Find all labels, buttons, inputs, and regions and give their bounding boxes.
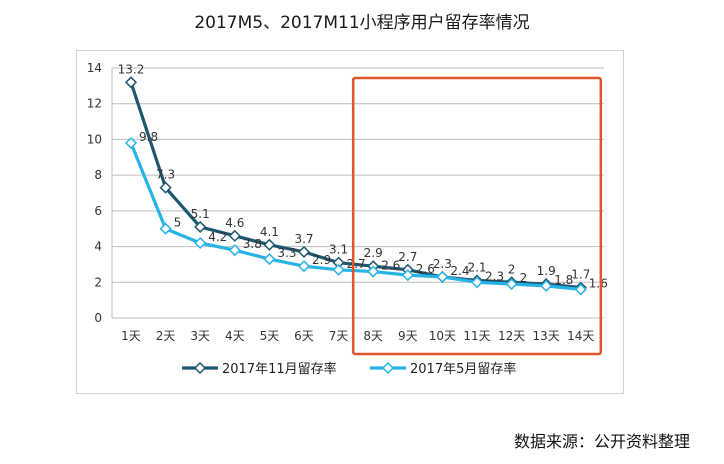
data-label: 1.9 (537, 264, 556, 278)
y-tick-label: 10 (87, 132, 102, 146)
data-point (401, 269, 414, 282)
x-tick-label: 14天 (567, 329, 594, 343)
y-tick-label: 14 (87, 61, 102, 75)
data-point (159, 222, 172, 235)
data-label: 3.3 (277, 246, 296, 260)
y-tick-label: 12 (87, 97, 102, 111)
data-point (228, 244, 241, 257)
data-point (505, 278, 518, 291)
data-label: 4.6 (225, 216, 244, 230)
x-tick-label: 7天 (329, 329, 349, 343)
data-point (228, 229, 241, 242)
data-point (263, 253, 276, 266)
x-tick-label: 8天 (363, 329, 383, 343)
data-point (297, 260, 311, 273)
x-tick-label: 10天 (429, 329, 456, 343)
data-label: 2.3 (485, 269, 504, 283)
data-point (124, 76, 138, 89)
data-label: 5 (174, 216, 182, 230)
data-label: 4.1 (260, 225, 279, 239)
x-tick-label: 2天 (156, 329, 176, 343)
data-point (194, 220, 207, 233)
data-label: 13.2 (118, 62, 145, 76)
data-point (159, 181, 172, 194)
data-label: 7.3 (156, 168, 175, 182)
data-point (194, 236, 207, 250)
x-tick-label: 6天 (294, 329, 314, 343)
data-label: 1.8 (554, 273, 573, 287)
data-point (540, 279, 553, 292)
x-tick-label: 4天 (225, 329, 245, 343)
data-label: 2.4 (450, 264, 469, 278)
data-label: 2.6 (416, 262, 435, 276)
data-label: 2.7 (398, 250, 417, 264)
data-point (574, 283, 587, 296)
plot-frame (76, 50, 624, 394)
x-tick-label: 5天 (260, 329, 280, 343)
data-label: 3.1 (329, 243, 348, 257)
data-label: 9.8 (139, 130, 158, 144)
x-tick-label: 3天 (190, 329, 210, 343)
y-tick-label: 0 (94, 311, 102, 325)
series-line-0 (129, 81, 581, 290)
data-point (332, 263, 345, 276)
y-tick-label: 8 (94, 168, 102, 182)
legend-label: 2017年5月留存率 (410, 361, 516, 377)
data-point (470, 276, 484, 289)
chart-title: 2017M5、2017M11小程序用户留存率情况 (194, 13, 530, 33)
data-label: 2.7 (347, 257, 366, 271)
data-point (124, 136, 138, 150)
x-tick-label: 12天 (498, 329, 525, 343)
y-tick-label: 4 (94, 240, 102, 254)
data-label: 3.8 (243, 237, 262, 251)
data-label: 5.1 (191, 207, 210, 221)
data-label: 1.7 (571, 268, 590, 282)
data-label: 2 (508, 262, 516, 276)
data-point (297, 245, 311, 258)
data-point (367, 265, 380, 278)
data-point (263, 238, 276, 251)
data-label: 4.2 (208, 230, 227, 244)
data-label: 2.9 (312, 253, 331, 267)
data-label: 2.1 (467, 261, 486, 275)
y-tick-label: 6 (94, 204, 102, 218)
data-label: 2.3 (433, 257, 452, 271)
data-point (436, 270, 449, 283)
data-label: 1.6 (589, 276, 608, 290)
y-tick-label: 2 (94, 275, 102, 289)
data-label: 2.9 (364, 246, 383, 260)
legend-label: 2017年11月留存率 (222, 361, 337, 377)
legend-marker (193, 361, 207, 375)
data-label: 3.7 (294, 232, 313, 246)
x-tick-label: 9天 (398, 329, 418, 343)
data-label: 2.6 (381, 259, 400, 273)
legend-marker (381, 361, 395, 375)
x-tick-label: 11天 (463, 329, 490, 343)
source-note: 数据来源：公开资料整理 (513, 432, 690, 451)
highlight-box (351, 76, 603, 356)
series-line-1 (129, 142, 581, 292)
data-label: 2 (520, 271, 528, 285)
x-tick-label: 13天 (533, 329, 560, 343)
x-tick-label: 1天 (121, 329, 141, 343)
